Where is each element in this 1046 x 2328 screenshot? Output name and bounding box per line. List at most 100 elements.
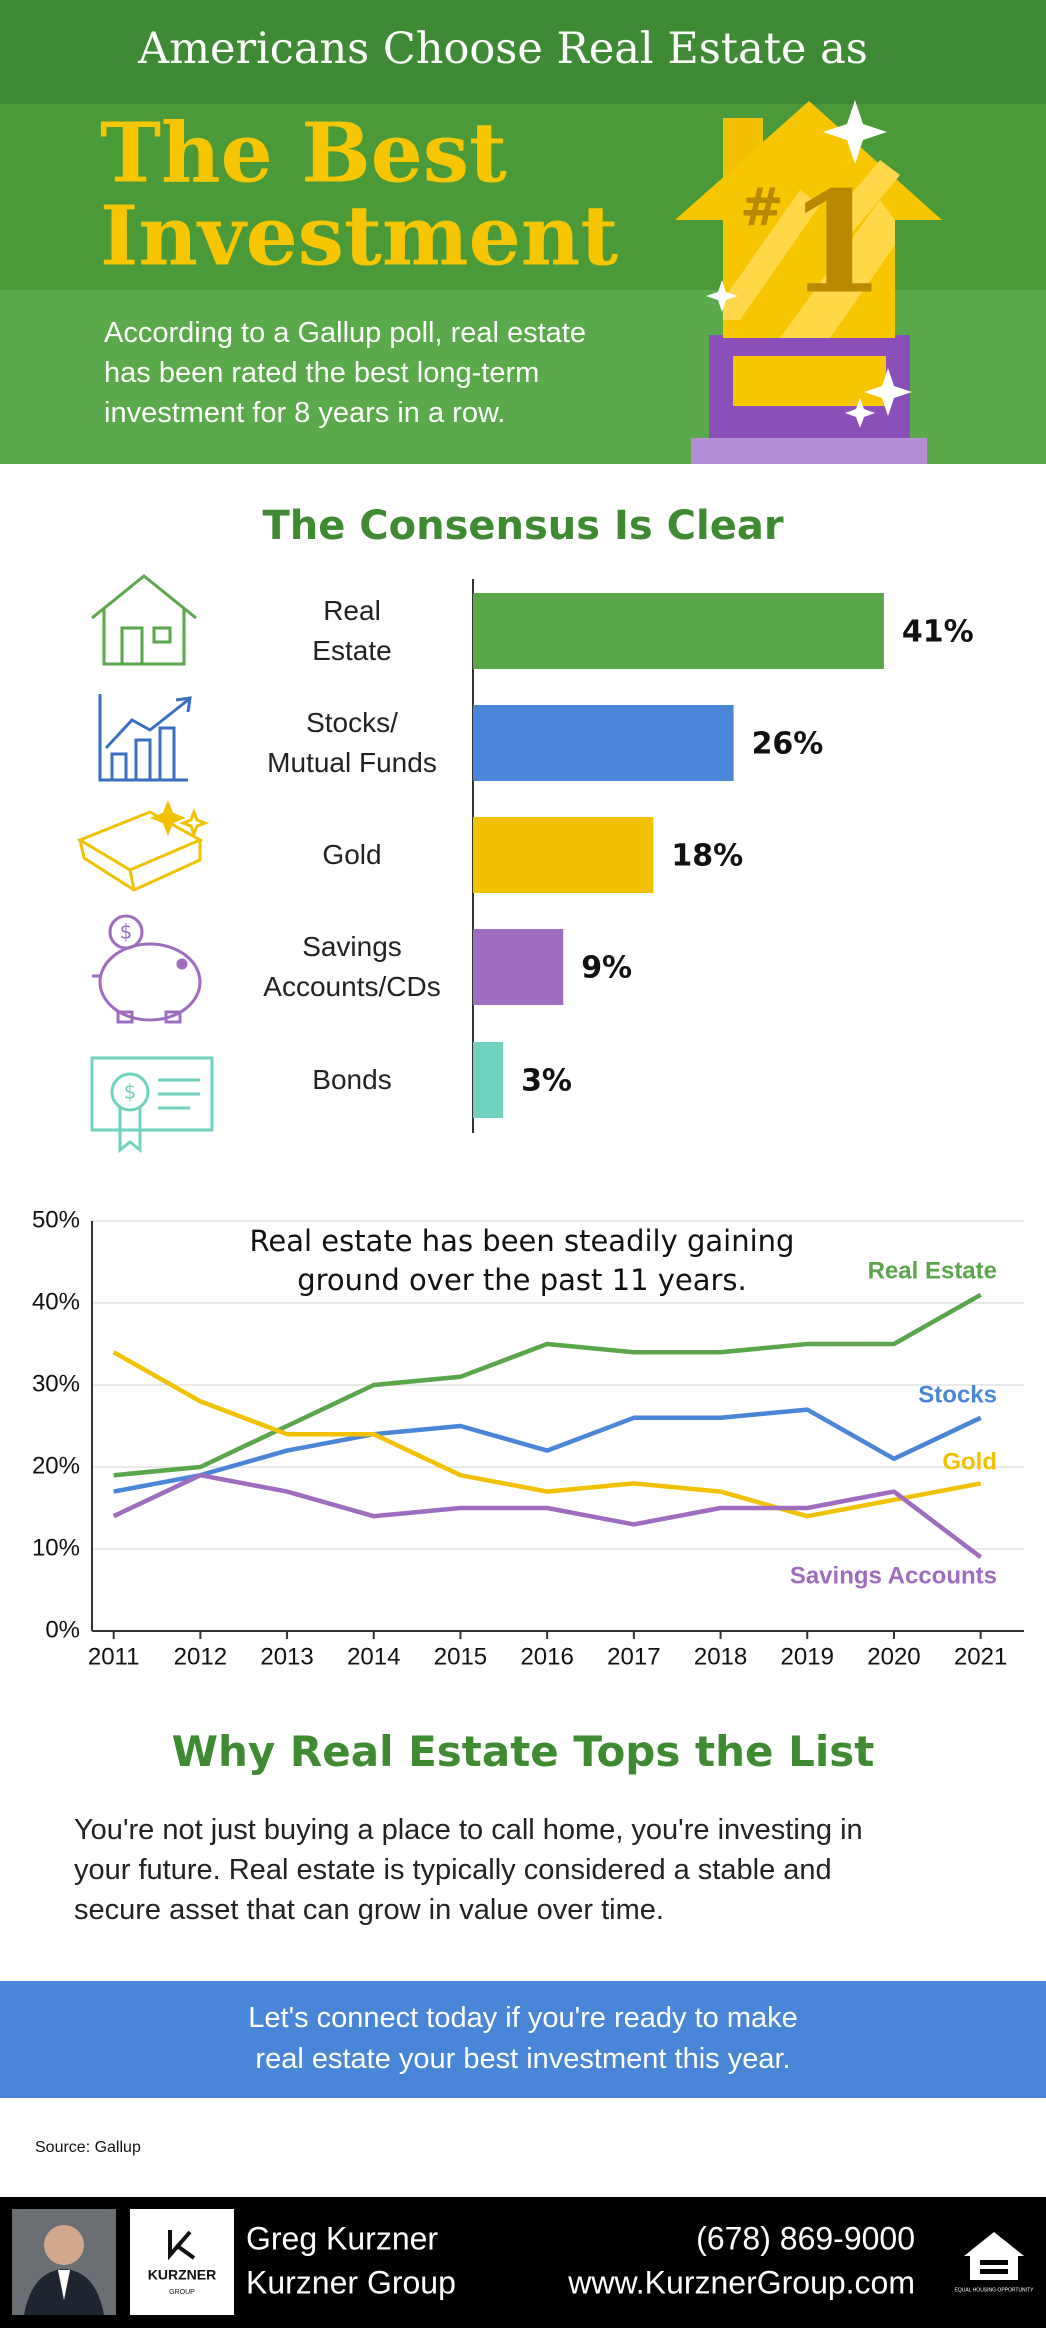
icon-house-part: [91, 574, 197, 620]
icon-piggy: $: [92, 914, 202, 1024]
logo-name: KURZNER: [148, 2267, 216, 2283]
icon-stocks-part: [158, 726, 176, 782]
website: www.KurznerGroup.com: [567, 2264, 915, 2300]
bar: [473, 705, 734, 781]
bar-value-label: 9%: [581, 951, 632, 986]
bar-category-label: Stocks/ Mutual Funds: [267, 707, 437, 778]
bar-value-label: 26%: [752, 727, 824, 762]
agent-photo: [12, 2209, 116, 2315]
icon-gold-part: [178, 807, 210, 839]
icon-stocks-part: [104, 698, 189, 750]
icon-piggy-part: [116, 1010, 134, 1024]
x-tick-label: 2013: [260, 1643, 313, 1670]
icon-gold-part: [76, 810, 204, 872]
icon-house: [91, 574, 197, 666]
icon-piggy-part: [176, 958, 188, 970]
eho-icon-part: [980, 2269, 1008, 2274]
bar-chart-title: The Consensus Is Clear: [262, 503, 783, 549]
x-tick-label: 2020: [867, 1643, 920, 1670]
bar: [473, 929, 564, 1005]
logo-part: [130, 2209, 234, 2315]
agent-name: Greg Kurzner: [246, 2220, 438, 2256]
eho-icon-part: [980, 2260, 1008, 2265]
trophy-house-part: [864, 368, 912, 416]
y-tick-label: 20%: [32, 1452, 80, 1479]
series-label: Real Estate: [868, 1257, 997, 1284]
icon-bond: $: [90, 1056, 214, 1154]
x-tick-label: 2012: [174, 1643, 227, 1670]
icon-house-part: [102, 608, 186, 666]
icon-bond-part: [110, 1072, 150, 1112]
bar-category-label: Savings Accounts/CDs: [263, 931, 441, 1002]
icon-bond-part: $: [124, 1080, 137, 1104]
icon-stocks-part: [134, 738, 152, 782]
eho-text: EQUAL HOUSING OPPORTUNITY: [955, 2287, 1035, 2293]
icon-piggy-part: $: [120, 920, 133, 944]
icon-piggy-part: [108, 914, 144, 950]
bar: [473, 817, 654, 893]
icon-stocks-part: [175, 696, 192, 713]
x-tick-label: 2021: [954, 1643, 1007, 1670]
cta-band: [0, 1981, 1046, 2098]
agent-photo-part: [58, 2270, 70, 2300]
y-tick-label: 30%: [32, 1370, 80, 1397]
eho-icon-part: [970, 2256, 1018, 2280]
logo-part: [168, 2230, 192, 2261]
bar: [473, 1042, 504, 1118]
x-tick-label: 2015: [434, 1643, 487, 1670]
series-label: Gold: [942, 1448, 997, 1475]
bar-category-label: Gold: [322, 839, 382, 870]
trophy-house-part: [691, 438, 927, 464]
icon-gold: [76, 799, 210, 892]
icon-piggy-part: [164, 1010, 182, 1024]
trophy-house-part: [823, 100, 887, 164]
x-tick-label: 2017: [607, 1643, 660, 1670]
y-tick-label: 10%: [32, 1534, 80, 1561]
agent-company: Kurzner Group: [246, 2264, 456, 2300]
series-line: [112, 1472, 983, 1559]
icon-house-part: [152, 626, 172, 644]
cta-text: Let's connect today if you're ready to m…: [248, 2002, 798, 2075]
icon-bond-part: [90, 1056, 214, 1132]
icon-bond-part: [118, 1108, 142, 1154]
icon-stocks-part: [110, 752, 128, 782]
logo-sub: GROUP: [169, 2289, 195, 2296]
x-tick-label: 2014: [347, 1643, 400, 1670]
phone: (678) 869-9000: [696, 2220, 915, 2256]
badge-number: 1: [788, 162, 885, 326]
bar-category-label: Real Estate: [312, 595, 392, 666]
bar-value-label: 18%: [671, 839, 743, 874]
trophy-house-part: [733, 356, 886, 406]
icon-stocks: [98, 694, 192, 782]
x-tick-label: 2019: [781, 1643, 834, 1670]
series-label: Savings Accounts: [790, 1562, 997, 1589]
y-tick-label: 50%: [32, 1206, 80, 1233]
trophy-house-part: [723, 190, 820, 320]
trophy-house-part: [845, 398, 875, 428]
icon-gold-part: [149, 799, 187, 837]
why-title: Why Real Estate Tops the List: [171, 1727, 875, 1776]
why-body: You're not just buying a place to call h…: [74, 1814, 863, 1926]
x-tick-label: 2018: [694, 1643, 747, 1670]
series-line: [113, 1407, 982, 1494]
icon-piggy-part: [98, 942, 202, 1022]
agent-photo-part: [44, 2225, 84, 2265]
x-tick-label: 2011: [88, 1643, 140, 1670]
trophy-house: [675, 100, 942, 464]
line-annotation: Real estate has been steadily gaining gr…: [249, 1224, 795, 1297]
y-tick-label: 40%: [32, 1288, 80, 1315]
y-tick-label: 0%: [45, 1616, 80, 1643]
title-line: The Best: [100, 105, 507, 201]
trophy-house-part: [706, 280, 738, 312]
bar: [473, 593, 884, 669]
title-line: Investment: [100, 188, 618, 284]
badge-symbol: #: [740, 178, 784, 239]
trophy-house-part: [780, 200, 895, 338]
icon-house-part: [120, 626, 144, 666]
trophy-house-part: [830, 160, 900, 235]
series-label: Stocks: [918, 1381, 997, 1408]
x-tick-label: 2016: [520, 1643, 573, 1670]
source: Source: Gallup: [35, 2139, 141, 2156]
